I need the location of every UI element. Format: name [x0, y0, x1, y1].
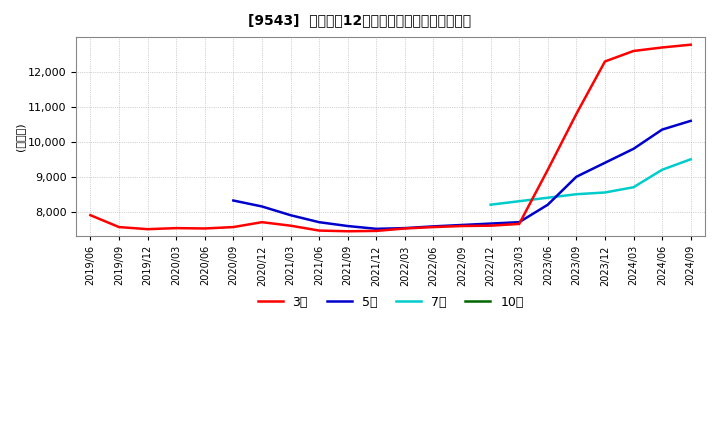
- 3年: [172, 225, 181, 231]
- 7年: [629, 185, 638, 190]
- Line: 5年: 5年: [233, 121, 690, 229]
- 3年: [200, 226, 209, 231]
- 3年: [258, 220, 266, 225]
- 5年: [258, 204, 266, 209]
- 5年: [600, 160, 609, 165]
- 5年: [486, 221, 495, 226]
- 3年: [400, 226, 409, 231]
- 5年: [429, 224, 438, 229]
- 5年: [629, 146, 638, 151]
- 3年: [429, 224, 438, 230]
- 3年: [600, 59, 609, 64]
- 3年: [315, 228, 323, 233]
- 5年: [515, 220, 523, 225]
- 3年: [658, 45, 667, 50]
- 7年: [515, 198, 523, 204]
- 5年: [544, 202, 552, 207]
- 7年: [544, 195, 552, 200]
- 7年: [600, 190, 609, 195]
- Legend: 3年, 5年, 7年, 10年: 3年, 5年, 7年, 10年: [253, 290, 528, 314]
- 3年: [544, 167, 552, 172]
- 3年: [372, 228, 381, 234]
- 3年: [343, 229, 352, 234]
- 3年: [572, 111, 581, 117]
- 7年: [686, 157, 695, 162]
- Y-axis label: (百万円): (百万円): [15, 122, 25, 151]
- 7年: [572, 191, 581, 197]
- Line: 3年: 3年: [91, 45, 690, 231]
- 5年: [458, 222, 467, 227]
- 5年: [658, 127, 667, 132]
- 5年: [343, 224, 352, 229]
- 5年: [400, 225, 409, 231]
- 5年: [315, 220, 323, 225]
- 3年: [86, 213, 95, 218]
- 3年: [114, 224, 123, 230]
- 5年: [229, 198, 238, 203]
- Line: 7年: 7年: [490, 159, 690, 205]
- 5年: [686, 118, 695, 124]
- 3年: [629, 48, 638, 54]
- 3年: [686, 42, 695, 48]
- 3年: [458, 224, 467, 229]
- 3年: [515, 221, 523, 227]
- 5年: [286, 213, 294, 218]
- 3年: [286, 223, 294, 228]
- 7年: [658, 167, 667, 172]
- 7年: [486, 202, 495, 207]
- Text: [9543]  経常利益12か月移動合計の平均値の推移: [9543] 経常利益12か月移動合計の平均値の推移: [248, 13, 472, 27]
- 5年: [572, 174, 581, 180]
- 3年: [143, 227, 152, 232]
- 3年: [486, 223, 495, 228]
- 3年: [229, 224, 238, 230]
- 5年: [372, 226, 381, 231]
